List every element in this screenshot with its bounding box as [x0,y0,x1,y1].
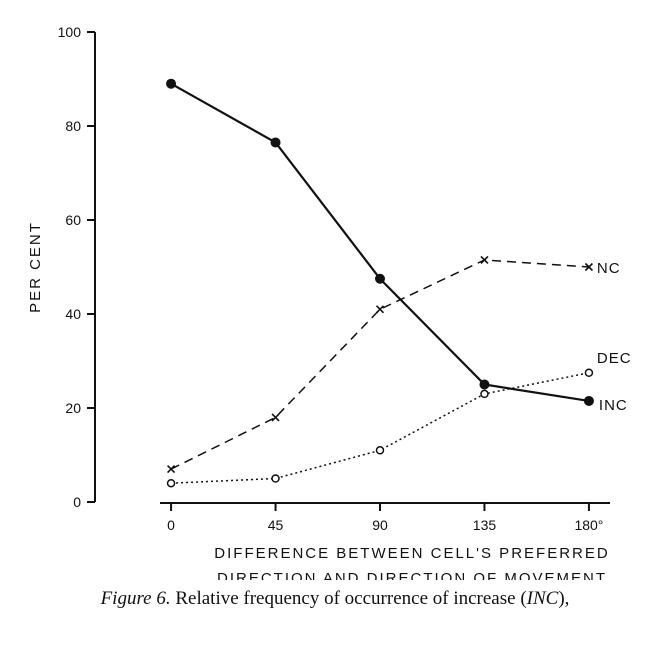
x-axis-ticks: 0 45 90 135 180° [167,503,603,533]
caption-text-before: Relative frequency of occurrence of incr… [170,588,527,609]
x-tick-label: 0 [167,517,175,533]
data-point [166,478,176,488]
figure-caption: Figure 6. Relative frequency of occurren… [0,588,670,610]
y-axis-ticks: 0 20 40 60 80 100 [58,24,95,510]
data-point [584,262,593,272]
caption-text-after: ), [558,588,570,609]
x-tick-label: 45 [268,517,284,533]
y-tick-label: 0 [73,494,81,510]
series-label: INC [599,397,628,414]
data-point [271,474,280,483]
y-tick-label: 20 [65,400,81,416]
series-layer: INC NC DEC [166,78,632,488]
series-dec: DEC [166,350,632,488]
series-label: NC [597,260,621,277]
y-tick-label: 80 [65,118,81,134]
series-line [170,82,590,403]
data-point [167,465,176,474]
figure-label: Figure 6. [100,588,171,609]
series-label: DEC [597,350,632,367]
data-point [375,273,385,284]
data-point [583,395,594,406]
data-point [480,255,489,265]
y-axis-title: PER CENT [27,221,44,313]
data-point [584,368,594,377]
y-tick-label: 60 [65,212,81,228]
x-axis-title-line-2: DIRECTION AND DIRECTION OF MOVEMENT [217,570,607,580]
data-point [480,389,489,399]
data-point [375,446,385,455]
series-nc: NC [167,255,621,474]
series-line [170,259,589,470]
x-tick-label: 135 [473,517,497,533]
line-chart: 0 20 40 60 80 100 0 45 90 135 180° PER CENT DIFFE… [27,24,632,580]
caption-abbreviation: INC [526,588,559,609]
y-tick-label: 40 [65,306,81,322]
data-point [375,305,385,314]
data-point [271,413,280,422]
x-axis-title-line-1: DIFFERENCE BETWEEN CELL'S PREFERRED [214,545,609,562]
x-tick-label: 90 [372,517,388,533]
x-tick-label: 180° [574,517,603,533]
data-point [479,379,490,390]
y-tick-label: 100 [58,24,82,40]
data-point [270,137,281,148]
data-point [166,78,177,89]
series-line [171,372,590,484]
series-inc: INC [166,78,628,414]
